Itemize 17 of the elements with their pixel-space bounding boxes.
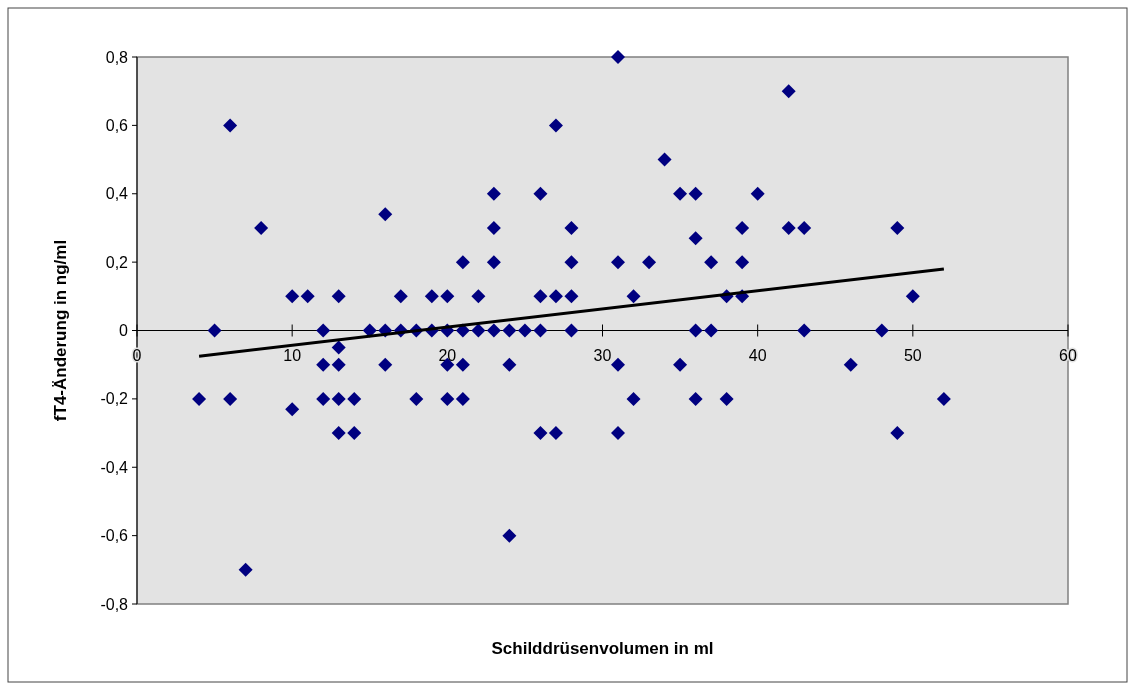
y-tick-label: 0,2 (105, 253, 129, 271)
x-tick-label: 10 (283, 346, 302, 364)
y-tick-label: 0,6 (105, 116, 129, 134)
x-tick-label: 50 (903, 346, 922, 364)
y-tick-label: 0,8 (105, 48, 129, 66)
y-tick-label: -0,4 (100, 458, 129, 476)
y-tick-label: 0 (119, 322, 129, 340)
y-tick-label: -0,2 (100, 390, 129, 408)
x-tick-label: 60 (1059, 346, 1077, 364)
x-tick-label: 40 (748, 346, 767, 364)
x-tick-label: 30 (593, 346, 612, 364)
y-tick-label: -0,6 (100, 527, 129, 545)
x-tick-label: 20 (438, 346, 457, 364)
x-axis-title: Schilddrüsenvolumen in ml (491, 639, 714, 658)
y-tick-label: -0,8 (100, 595, 129, 613)
y-axis-title: fT4-Änderung in ng/ml (51, 239, 70, 422)
y-tick-label: 0,4 (105, 185, 129, 203)
